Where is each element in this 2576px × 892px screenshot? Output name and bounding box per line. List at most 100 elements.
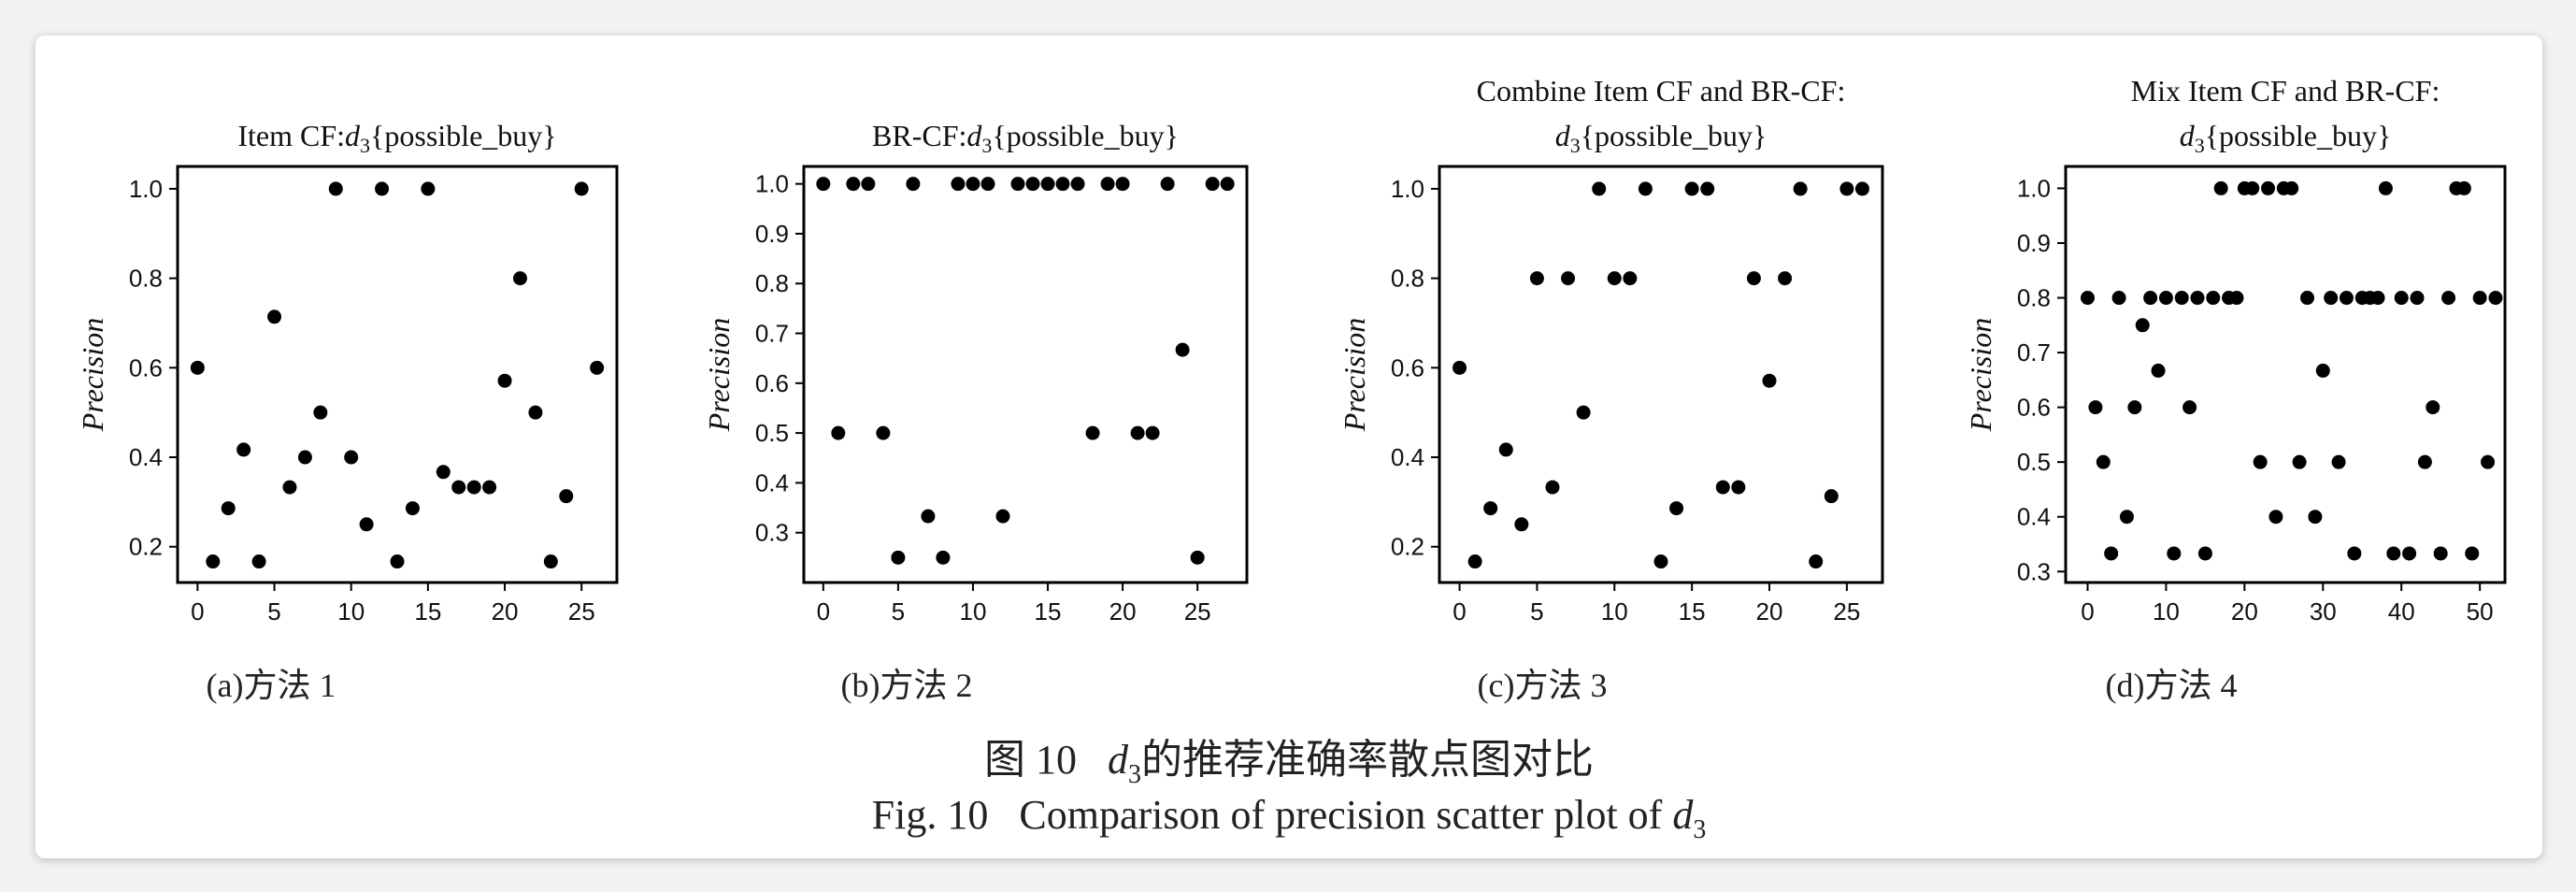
data-point xyxy=(2158,291,2173,306)
variable-sub-en: 3 xyxy=(1693,814,1707,844)
subcaption-b: (b)方法 2 xyxy=(840,667,973,704)
data-point xyxy=(2167,546,2182,561)
x-tick-label: 25 xyxy=(568,597,595,626)
data-point xyxy=(1483,501,1498,516)
x-tick-label: 20 xyxy=(2231,597,2258,626)
y-tick-label: 1.0 xyxy=(1391,175,1424,203)
data-point xyxy=(1561,271,1576,286)
x-tick-label: 0 xyxy=(191,597,204,626)
y-tick-label: 1.0 xyxy=(129,175,163,203)
data-point xyxy=(2111,291,2126,306)
chart-title: Item CF:d3{possible_buy} xyxy=(237,119,556,157)
data-point xyxy=(313,405,328,420)
data-point xyxy=(297,450,312,465)
data-point xyxy=(1145,425,1160,440)
data-point xyxy=(344,450,359,465)
data-point xyxy=(2213,180,2228,195)
data-point xyxy=(1592,181,1607,196)
data-point xyxy=(846,177,861,192)
data-point xyxy=(1070,177,1085,192)
x-tick-label: 10 xyxy=(2153,597,2180,626)
y-tick-label: 0.5 xyxy=(2017,448,2051,476)
data-point xyxy=(2324,291,2339,306)
data-point xyxy=(936,550,951,565)
data-point xyxy=(1220,177,1235,192)
y-tick-label: 0.9 xyxy=(755,220,789,248)
caption-text-en: Comparison of precision scatter plot of xyxy=(1019,792,1663,838)
title-suffix: {possible_buy} xyxy=(370,119,557,152)
data-point xyxy=(1453,360,1467,375)
title-variable: d xyxy=(345,119,361,152)
variable-d-en: d xyxy=(1672,792,1694,838)
data-point xyxy=(2268,510,2283,525)
data-point xyxy=(1809,554,1824,569)
y-tick-label: 0.3 xyxy=(755,519,789,547)
figure-number-en: Fig. 10 xyxy=(871,792,989,838)
data-point xyxy=(359,517,374,532)
data-point xyxy=(1684,181,1699,196)
data-point xyxy=(951,177,966,192)
chart-title: Combine Item CF and BR-CF: xyxy=(1477,74,1846,108)
title-subscript: 3 xyxy=(360,134,370,157)
data-point xyxy=(1130,425,1145,440)
y-axis-label: Precision xyxy=(1338,318,1371,432)
data-point xyxy=(1793,181,1808,196)
title-variable: d xyxy=(1555,119,1571,152)
y-tick-label: 1.0 xyxy=(2017,174,2051,202)
title-subscript: 3 xyxy=(981,134,992,157)
x-tick-label: 5 xyxy=(1530,597,1543,626)
data-point xyxy=(1514,517,1529,532)
data-point xyxy=(2261,180,2276,195)
data-point xyxy=(590,360,605,375)
data-point xyxy=(1055,177,1070,192)
data-point xyxy=(1715,480,1730,495)
data-point xyxy=(528,405,543,420)
data-point xyxy=(906,177,921,192)
data-point xyxy=(891,550,906,565)
data-point xyxy=(2378,180,2393,195)
data-point xyxy=(2245,180,2260,195)
y-tick-label: 0.4 xyxy=(129,443,163,471)
data-point xyxy=(2135,318,2150,333)
plot-frame xyxy=(802,165,1249,584)
y-tick-label: 0.4 xyxy=(755,468,789,496)
data-point xyxy=(405,501,420,516)
data-point xyxy=(2119,510,2134,525)
y-tick-label: 1.0 xyxy=(755,170,789,198)
data-point xyxy=(512,271,527,286)
y-tick-label: 0.3 xyxy=(2017,557,2051,585)
data-point xyxy=(2143,291,2158,306)
y-tick-label: 0.8 xyxy=(129,265,163,293)
data-point xyxy=(816,177,831,192)
data-point xyxy=(1040,177,1055,192)
data-point xyxy=(2465,546,2480,561)
data-point xyxy=(1854,181,1869,196)
data-point xyxy=(1205,177,1220,192)
data-point xyxy=(1175,342,1190,357)
data-point xyxy=(190,360,205,375)
y-tick-label: 0.4 xyxy=(2017,503,2051,531)
y-tick-label: 0.8 xyxy=(1391,265,1424,293)
data-point xyxy=(251,554,266,569)
data-point xyxy=(2386,546,2401,561)
data-point xyxy=(390,554,405,569)
x-tick-label: 5 xyxy=(267,597,280,626)
x-tick-label: 15 xyxy=(1035,597,1062,626)
data-point xyxy=(2229,291,2244,306)
chart-title: Mix Item CF and BR-CF: xyxy=(2131,74,2440,108)
data-point xyxy=(221,501,236,516)
data-point xyxy=(282,480,297,495)
data-point xyxy=(2253,454,2268,469)
data-point xyxy=(2315,363,2330,378)
x-tick-label: 0 xyxy=(817,597,830,626)
chart-title: BR-CF:d3{possible_buy} xyxy=(872,119,1179,157)
data-point xyxy=(451,480,466,495)
data-point xyxy=(1638,181,1653,196)
data-point xyxy=(2096,454,2111,469)
data-point xyxy=(831,425,846,440)
x-tick-label: 20 xyxy=(1756,597,1783,626)
title-variable: d xyxy=(966,119,982,152)
y-tick-label: 0.7 xyxy=(2017,338,2051,367)
x-tick-label: 20 xyxy=(492,597,519,626)
data-point xyxy=(2488,291,2503,306)
